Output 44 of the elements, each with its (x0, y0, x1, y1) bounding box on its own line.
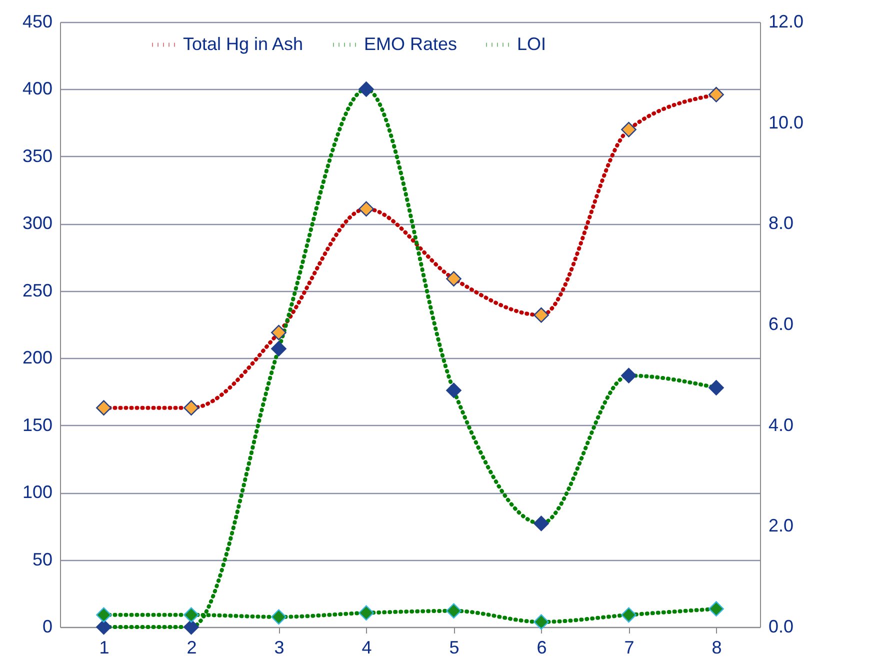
y2-tick-label: 4.0 (768, 414, 794, 435)
point (271, 341, 286, 356)
y-tick-label: 300 (22, 213, 52, 234)
x-tick-label: 7 (624, 638, 634, 658)
x-tick-label: 5 (449, 638, 460, 658)
y2-tick-label: 2.0 (768, 516, 794, 536)
y-tick-label: 150 (22, 414, 52, 435)
point (271, 324, 286, 340)
x-tick-label: 8 (712, 638, 722, 658)
y-tick-label: 0 (42, 616, 52, 636)
point (621, 122, 636, 138)
y-tick-label: 250 (22, 280, 52, 300)
y2-tick-label: 10.0 (768, 112, 804, 132)
y2-tick-label: 12.0 (768, 12, 804, 32)
point (708, 86, 724, 102)
point (358, 82, 374, 97)
legend-label: EMO Rates (364, 34, 458, 54)
legend-label: Total Hg in Ash (183, 34, 304, 54)
point (184, 619, 199, 635)
y2-tick-label: 8.0 (768, 213, 794, 234)
y-tick-label: 50 (32, 549, 52, 570)
y-tick-label: 200 (22, 348, 52, 368)
point (621, 368, 636, 384)
y-tick-label: 450 (22, 12, 52, 32)
point (446, 271, 462, 286)
point (446, 382, 462, 398)
point (534, 516, 549, 532)
point (96, 400, 112, 416)
x-tick-label: 2 (186, 638, 197, 658)
point (96, 619, 112, 635)
y-tick-label: 350 (22, 146, 52, 166)
x-tick-label: 1 (99, 638, 110, 658)
y-tick-label: 100 (22, 482, 52, 502)
point (184, 400, 199, 416)
point (534, 307, 549, 323)
point (358, 201, 374, 217)
y2-tick-label: 6.0 (768, 314, 794, 334)
point (708, 380, 724, 396)
legend-label: LOI (517, 34, 546, 54)
x-tick-label: 4 (362, 638, 372, 658)
x-tick-label: 3 (274, 638, 284, 658)
x-tick-label: 6 (536, 638, 547, 658)
y2-tick-label: 0.0 (768, 616, 794, 636)
y-tick-label: 400 (22, 78, 52, 99)
